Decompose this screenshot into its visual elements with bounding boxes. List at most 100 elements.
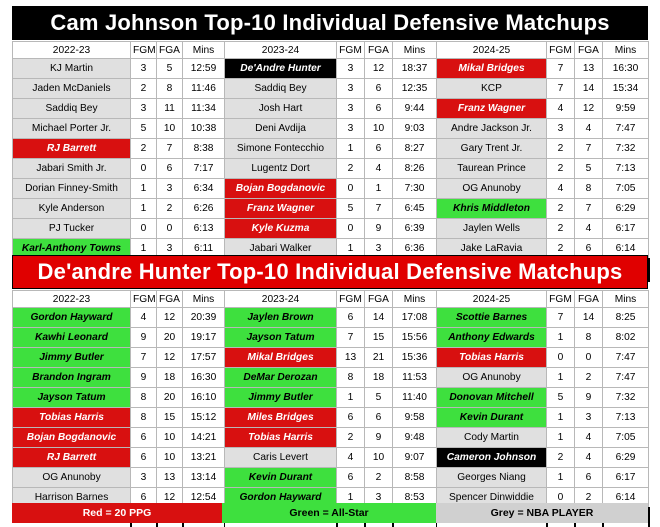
fga-cell: 18 — [364, 367, 393, 388]
player-name: Donovan Mitchell — [436, 387, 547, 408]
table-row: Cameron Johnson 2 4 6:29 — [436, 447, 649, 468]
fga-cell: 4 — [574, 218, 603, 239]
player-name: Scottie Barnes — [436, 307, 547, 328]
fga-cell: 5 — [574, 158, 603, 179]
mins-cell: 7:32 — [602, 387, 649, 408]
table-row: Jabari Smith Jr. 0 6 7:17 — [12, 158, 225, 179]
mins-cell: 7:05 — [602, 178, 649, 199]
mins-cell: 19:17 — [182, 327, 225, 348]
table-header-row: 2023-24 FGM FGA Mins — [224, 290, 437, 308]
table-row: Donovan Mitchell 5 9 7:32 — [436, 387, 649, 408]
mins-cell: 16:30 — [182, 367, 225, 388]
fga-cell: 3 — [364, 238, 393, 259]
fga-cell: 18 — [156, 367, 183, 388]
table-row: Gordon Hayward 1 3 8:53 — [224, 487, 437, 508]
table-row: Jayson Tatum 7 15 15:56 — [224, 327, 437, 348]
top-table-2023-24: 2023-24 FGM FGA Mins De'Andre Hunter 3 12 18:37… — [224, 41, 438, 282]
table-row: RJ Barrett 6 10 13:21 — [12, 447, 225, 468]
fga-cell: 8 — [156, 78, 183, 99]
fgm-cell: 9 — [130, 327, 157, 348]
fgm-cell: 0 — [336, 178, 365, 199]
mins-cell: 12:59 — [182, 58, 225, 79]
mins-cell: 7:47 — [602, 118, 649, 139]
fgm-cell: 6 — [130, 447, 157, 468]
player-name: Kevin Durant — [224, 467, 337, 488]
table-row: Tobias Harris 8 15 15:12 — [12, 407, 225, 428]
table-row: Tobias Harris 0 0 7:47 — [436, 347, 649, 368]
fga-cell: 12 — [156, 307, 183, 328]
fgm-cell: 6 — [336, 407, 365, 428]
fga-cell: 9 — [574, 387, 603, 408]
bottom-panel-title: De'andre Hunter Top-10 Individual Defens… — [12, 255, 648, 289]
table-row: Georges Niang 1 6 6:17 — [436, 467, 649, 488]
fgm-header: FGM — [130, 41, 157, 59]
mins-cell: 7:47 — [602, 347, 649, 368]
player-name: Jaden McDaniels — [12, 78, 131, 99]
fga-cell: 15 — [364, 327, 393, 348]
fga-cell: 2 — [156, 198, 183, 219]
fga-cell: 1 — [364, 178, 393, 199]
player-name: Cody Martin — [436, 427, 547, 448]
player-name: Saddiq Bey — [12, 98, 131, 119]
fgm-cell: 2 — [546, 238, 575, 259]
season-header: 2024-25 — [436, 41, 547, 59]
player-name: Gordon Hayward — [12, 307, 131, 328]
fga-cell: 3 — [364, 487, 393, 508]
legend-grey: Grey = NBA PLAYER — [436, 503, 648, 523]
mins-cell: 15:12 — [182, 407, 225, 428]
mins-header: Mins — [182, 41, 225, 59]
fga-cell: 10 — [156, 427, 183, 448]
table-row: Jake LaRavia 2 6 6:14 — [436, 238, 649, 259]
mins-cell: 12:35 — [392, 78, 437, 99]
player-name: OG Anunoby — [436, 178, 547, 199]
mins-cell: 9:59 — [602, 98, 649, 119]
fgm-cell: 8 — [336, 367, 365, 388]
table-row: Simone Fontecchio 1 6 8:27 — [224, 138, 437, 159]
table-row: Harrison Barnes 6 12 12:54 — [12, 487, 225, 508]
table-row: Kyle Anderson 1 2 6:26 — [12, 198, 225, 219]
player-name: Jake LaRavia — [436, 238, 547, 259]
mins-cell: 6:13 — [182, 218, 225, 239]
fgm-cell: 3 — [336, 98, 365, 119]
mins-cell: 6:17 — [602, 467, 649, 488]
fga-cell: 11 — [156, 98, 183, 119]
mins-cell: 6:29 — [602, 447, 649, 468]
player-name: Jabari Walker — [224, 238, 337, 259]
fgm-cell: 7 — [546, 78, 575, 99]
fgm-cell: 4 — [546, 98, 575, 119]
player-name: De'Andre Hunter — [224, 58, 337, 79]
table-row: Spencer Dinwiddie 0 2 6:14 — [436, 487, 649, 508]
table-row: Mikal Bridges 7 13 16:30 — [436, 58, 649, 79]
table-row: De'Andre Hunter 3 12 18:37 — [224, 58, 437, 79]
fga-cell: 14 — [364, 307, 393, 328]
fga-header: FGA — [574, 290, 603, 308]
fgm-cell: 3 — [336, 118, 365, 139]
table-row: Mikal Bridges 13 21 15:36 — [224, 347, 437, 368]
player-name: Cameron Johnson — [436, 447, 547, 468]
fgm-cell: 3 — [336, 58, 365, 79]
fgm-cell: 7 — [546, 58, 575, 79]
mins-cell: 6:45 — [392, 198, 437, 219]
fga-cell: 5 — [156, 58, 183, 79]
season-header: 2022-23 — [12, 41, 131, 59]
fga-cell: 0 — [574, 347, 603, 368]
fga-header: FGA — [574, 41, 603, 59]
table-row: OG Anunoby 3 13 13:14 — [12, 467, 225, 488]
mins-cell: 9:48 — [392, 427, 437, 448]
table-row: Kevin Durant 6 2 8:58 — [224, 467, 437, 488]
mins-cell: 6:11 — [182, 238, 225, 259]
player-name: Tobias Harris — [436, 347, 547, 368]
fgm-cell: 1 — [546, 327, 575, 348]
fgm-header: FGM — [336, 41, 365, 59]
fgm-cell: 0 — [130, 158, 157, 179]
player-name: Gordon Hayward — [224, 487, 337, 508]
player-name: Gary Trent Jr. — [436, 138, 547, 159]
fgm-cell: 3 — [130, 98, 157, 119]
mins-cell: 15:34 — [602, 78, 649, 99]
player-name: Jayson Tatum — [224, 327, 337, 348]
fgm-cell: 3 — [546, 118, 575, 139]
fgm-cell: 1 — [130, 238, 157, 259]
fga-cell: 6 — [364, 138, 393, 159]
table-row: Franz Wagner 5 7 6:45 — [224, 198, 437, 219]
player-name: Andre Jackson Jr. — [436, 118, 547, 139]
